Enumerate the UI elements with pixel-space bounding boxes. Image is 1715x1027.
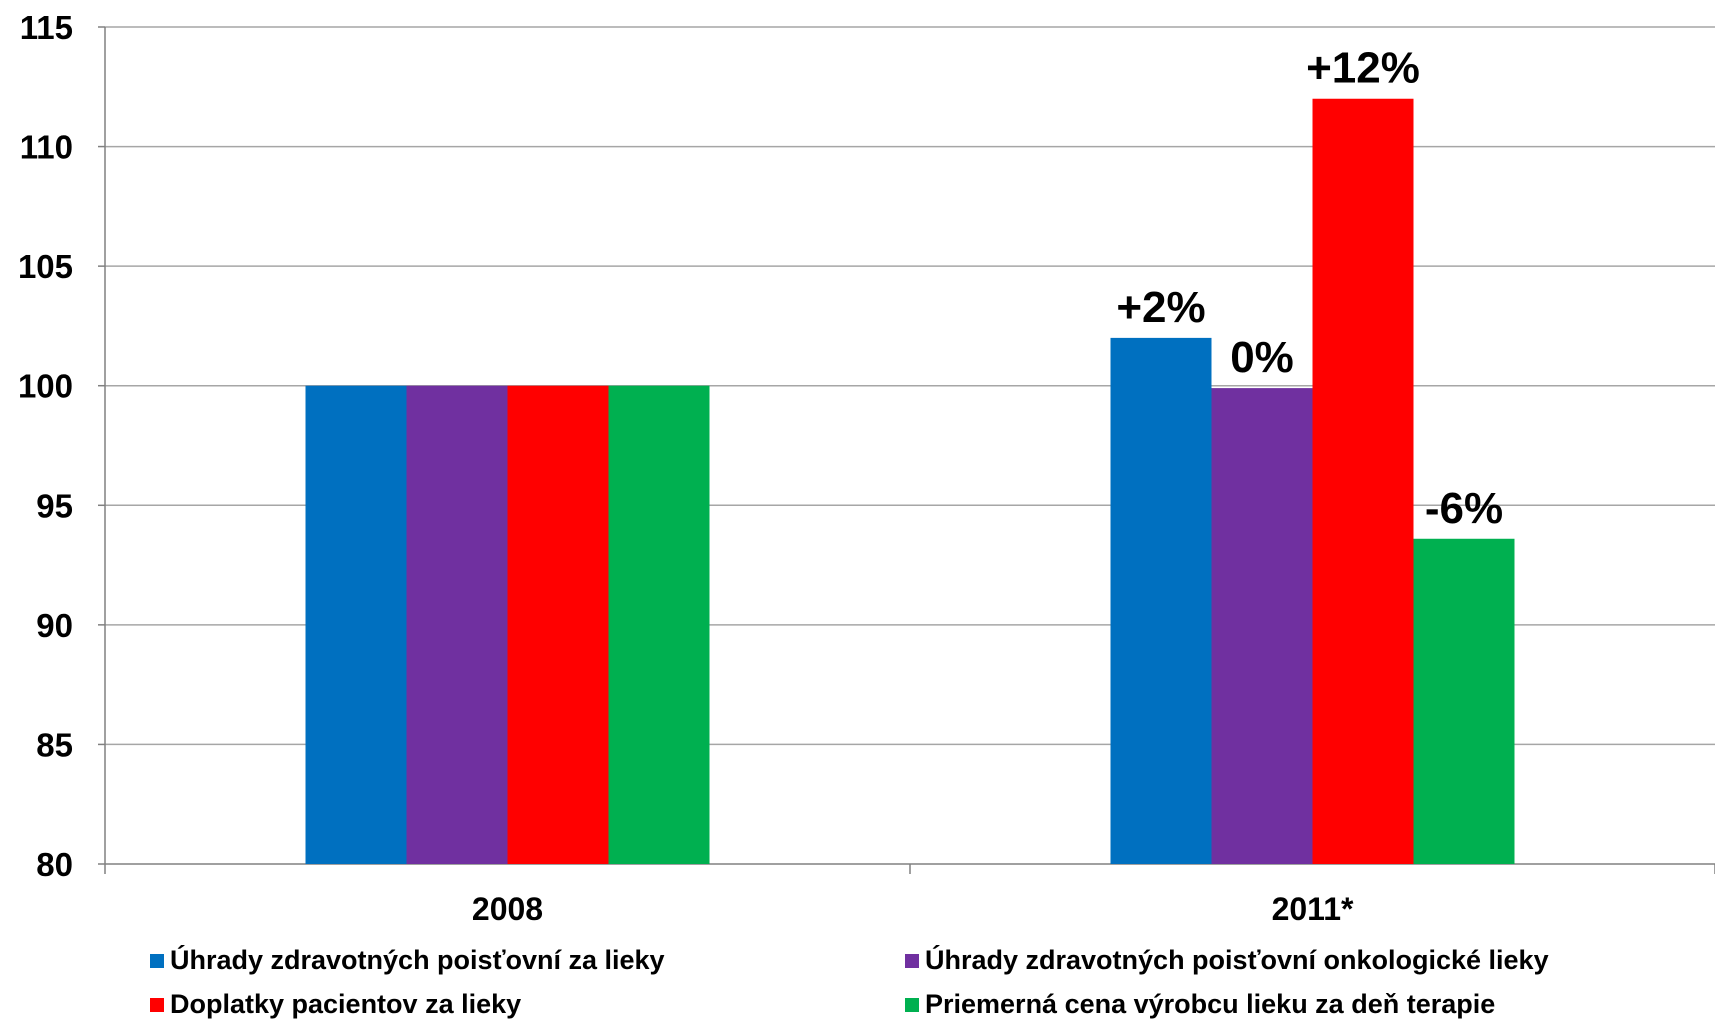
x-category-label-0: 2008	[472, 891, 543, 927]
bar-2008-series-1	[407, 386, 508, 864]
data-label-2011*-series-0: +2%	[1116, 283, 1205, 332]
y-tick-label-115: 115	[20, 9, 73, 46]
x-category-label-1: 2011*	[1272, 891, 1354, 927]
bar-2011*-series-0	[1111, 338, 1212, 864]
y-tick-label-85: 85	[36, 726, 73, 763]
y-tick-label-90: 90	[36, 607, 73, 644]
y-tick-label-100: 100	[18, 368, 73, 405]
data-label-2011*-series-1: 0%	[1230, 333, 1294, 382]
data-label-2011*-series-2: +12%	[1306, 44, 1420, 93]
y-tick-label-95: 95	[36, 487, 73, 524]
bar-2008-series-2	[508, 386, 609, 864]
y-tick-label-80: 80	[36, 846, 73, 883]
bar-2011*-series-1	[1212, 388, 1313, 864]
bar-2008-series-3	[609, 386, 710, 864]
bar-2011*-series-2	[1313, 99, 1414, 864]
data-label-2011*-series-3: -6%	[1425, 484, 1503, 533]
bar-2011*-series-3	[1414, 539, 1515, 864]
bar-2008-series-0	[306, 386, 407, 864]
y-tick-label-110: 110	[20, 129, 73, 166]
y-tick-label-105: 105	[18, 248, 73, 285]
